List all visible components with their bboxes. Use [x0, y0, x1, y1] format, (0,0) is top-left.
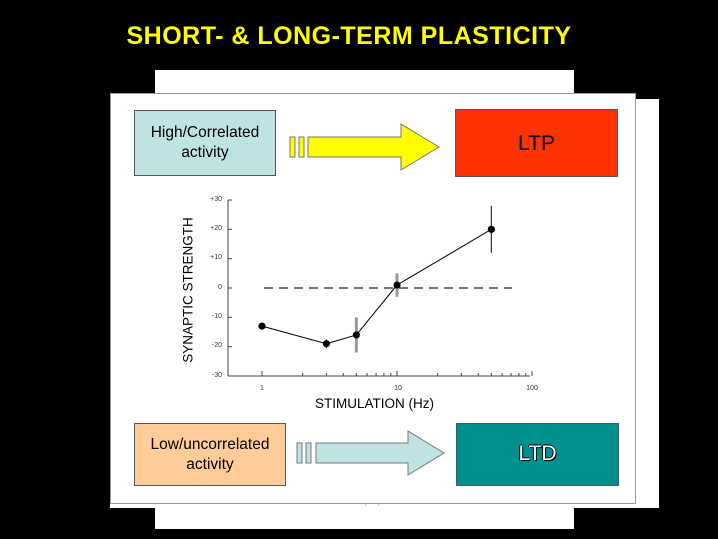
y-tick-label: 0	[218, 284, 222, 291]
x-tick-label: 100	[526, 385, 538, 392]
ltp-box: LTP	[455, 109, 618, 177]
y-axis-label: SYNAPTIC STRENGTH	[180, 217, 196, 363]
ltd-box: LTD	[456, 423, 619, 486]
high-correlated-activity-box: High/Correlated activity	[134, 110, 276, 176]
chart-axes	[227, 200, 530, 377]
right-arrow-icon	[296, 430, 445, 476]
data-series-line	[261, 228, 492, 345]
slide-title: SHORT- & LONG-TERM PLASTICITY	[126, 22, 572, 50]
right-arrow-icon	[289, 123, 440, 171]
chart-layer	[228, 199, 533, 377]
y-tick-label: -10	[211, 313, 222, 320]
y-tick-label: +30	[210, 196, 222, 203]
x-axis-label: STIMULATION (Hz)	[315, 396, 434, 411]
y-tick-label: +20	[210, 225, 222, 232]
data-point	[352, 331, 360, 339]
data-point	[258, 322, 266, 330]
y-tick-label: -20	[211, 342, 222, 349]
ltd-label: LTD	[518, 442, 557, 465]
low-uncorrelated-activity-box: Low/uncorrelated activity	[134, 423, 286, 486]
low-box-line1: Low/uncorrelated	[150, 435, 270, 453]
x-tick-label: 10	[394, 385, 402, 392]
high-box-line1: High/Correlated	[150, 124, 260, 141]
data-point	[393, 281, 401, 289]
data-point	[487, 225, 495, 233]
low-box-line2: activity	[186, 455, 234, 473]
x-tick-label: 1	[260, 385, 264, 392]
ltp-label: LTP	[518, 132, 555, 155]
high-box-line2: activity	[181, 144, 229, 161]
data-point	[322, 340, 331, 348]
y-tick-label: +10	[210, 254, 222, 261]
y-tick-label: -30	[211, 372, 222, 379]
